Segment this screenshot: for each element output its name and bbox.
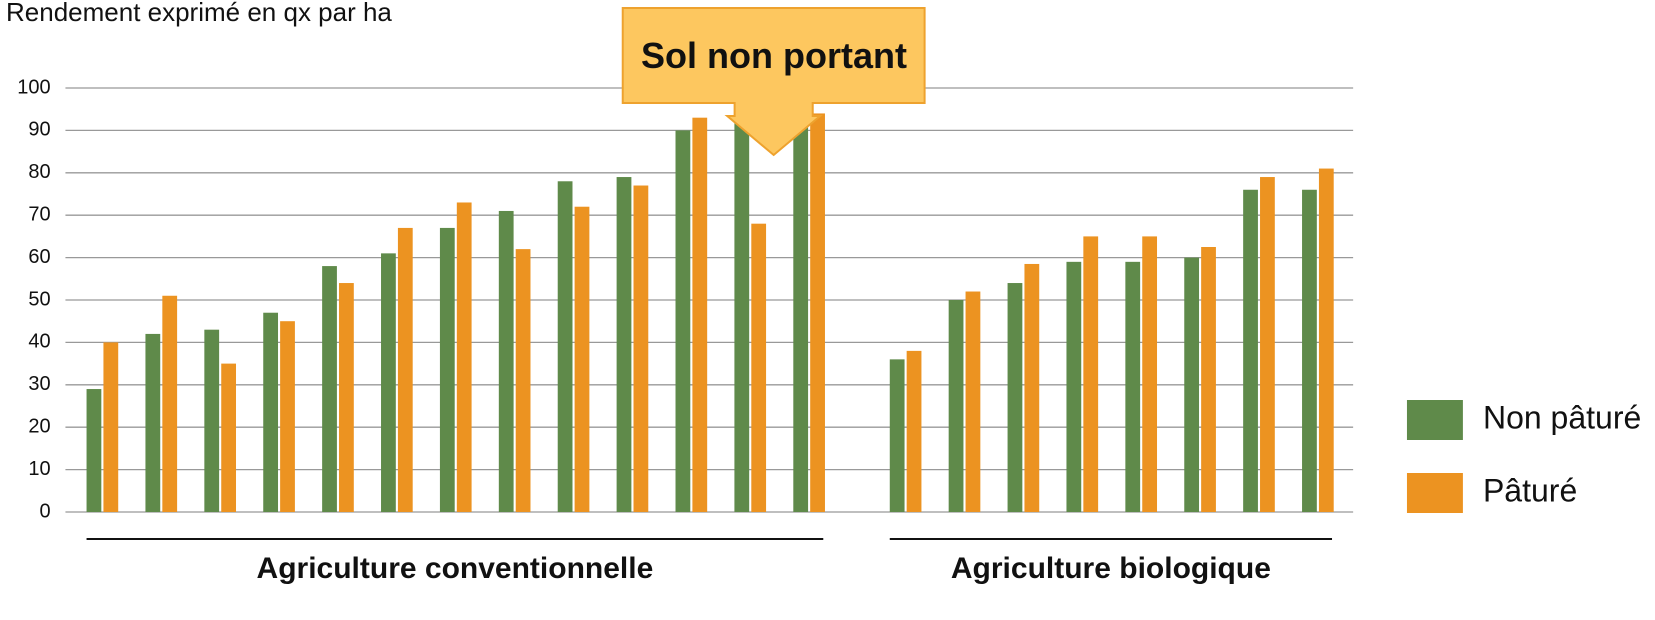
legend-label: Pâturé bbox=[1483, 472, 1577, 508]
bar bbox=[1083, 236, 1099, 512]
bar bbox=[1007, 283, 1023, 512]
bar bbox=[439, 227, 455, 513]
bar bbox=[810, 113, 825, 512]
y-tick-label: 40 bbox=[28, 331, 50, 353]
group-label: Agriculture biologique bbox=[951, 552, 1271, 585]
bar bbox=[574, 206, 590, 512]
bar bbox=[965, 291, 981, 512]
bar bbox=[692, 117, 708, 513]
bar bbox=[751, 223, 767, 512]
bar bbox=[221, 363, 237, 512]
bar bbox=[322, 266, 337, 512]
bar bbox=[381, 253, 396, 513]
bar bbox=[280, 321, 295, 512]
bar bbox=[633, 185, 649, 512]
bar bbox=[948, 300, 964, 512]
bar bbox=[204, 329, 220, 512]
bar bbox=[339, 283, 354, 512]
bar bbox=[557, 181, 573, 512]
bar bbox=[145, 333, 161, 512]
bar bbox=[1201, 247, 1216, 512]
y-tick-label: 70 bbox=[28, 203, 50, 225]
bar bbox=[1184, 257, 1200, 512]
bar bbox=[397, 227, 413, 513]
y-tick-label: 60 bbox=[28, 246, 50, 268]
y-tick-label: 30 bbox=[28, 373, 50, 395]
bar bbox=[734, 117, 750, 513]
legend-swatch bbox=[1406, 473, 1463, 513]
y-tick-label: 100 bbox=[17, 76, 50, 98]
bar bbox=[1302, 189, 1317, 512]
annotation-box bbox=[621, 7, 926, 157]
bar bbox=[456, 202, 472, 513]
bar bbox=[675, 130, 691, 512]
bar bbox=[889, 359, 905, 512]
bar bbox=[1125, 261, 1141, 512]
bar bbox=[1066, 261, 1082, 512]
y-tick-label: 90 bbox=[28, 119, 50, 141]
chart-title: Rendement exprimé en qx par ha bbox=[6, 0, 392, 27]
legend-label: Non pâturé bbox=[1483, 399, 1641, 435]
bar bbox=[616, 177, 632, 513]
legend-swatch bbox=[1406, 400, 1463, 440]
group-label: Agriculture conventionnelle bbox=[257, 552, 654, 585]
bar bbox=[1243, 189, 1258, 512]
bar bbox=[1260, 177, 1275, 513]
bar bbox=[793, 100, 809, 512]
bar bbox=[162, 295, 178, 512]
bar bbox=[498, 210, 514, 512]
y-tick-label: 80 bbox=[28, 161, 50, 183]
y-tick-label: 10 bbox=[28, 458, 50, 480]
bar bbox=[86, 389, 102, 512]
bar bbox=[263, 312, 279, 512]
y-tick-label: 50 bbox=[28, 288, 50, 310]
y-tick-label: 20 bbox=[28, 415, 50, 437]
y-tick-label: 0 bbox=[40, 500, 51, 522]
bar bbox=[1024, 263, 1040, 512]
bar bbox=[515, 249, 531, 512]
bar bbox=[103, 342, 119, 512]
annotation: Sol non portant bbox=[641, 34, 907, 76]
bar bbox=[1142, 236, 1158, 512]
bar bbox=[906, 350, 922, 512]
bar bbox=[1318, 168, 1334, 512]
